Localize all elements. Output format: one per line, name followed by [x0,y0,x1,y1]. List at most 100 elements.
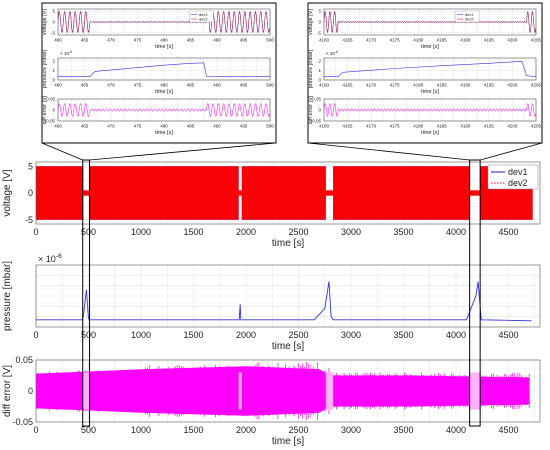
x-tick-label: 475 [134,38,142,43]
x-tick-label: 490 [213,124,221,129]
diff-panel: 0 500 1000 1500 2000 2500 3000 3500 4000 4500 -0.0… [2,355,541,447]
y-tick-label: 0 [52,20,55,25]
x-tick-label: 4195 [484,124,495,129]
y-axis-label: diff error [V] [2,365,13,417]
x-tick-label: 1500 [183,227,203,237]
diff-gap [325,372,334,410]
x-tick-label: 485 [187,124,195,129]
x-tick-label: 470 [107,38,115,43]
x-tick-label: 4160 [319,38,330,43]
diff-gap [83,372,90,410]
inset-diff-panel: 4160 4165 4170 4175 4180 4185 4190 4195 4200 4205… [308,95,542,136]
dev2-block [241,166,326,220]
exponent-label: × 10-6 [60,50,72,56]
y-tick-label: 0.05 [312,97,321,102]
x-tick-label: 480 [160,38,168,43]
x-tick-label: 465 [81,83,89,88]
y-tick-label: 5 [318,9,321,14]
legend-dev1-label: dev1 [508,167,528,177]
plot-border [35,359,541,423]
inset-pressure-panel: 460 465 470 475 480 485 490 495 500 0 1 2 time [s] pr… [42,49,274,95]
x-tick-label: 4500 [498,227,518,237]
y-axis-label: diff error [V] [42,95,48,124]
plot-border [57,57,271,81]
y-axis-label: pressure [mbar] [42,49,48,88]
x-tick-label: 3500 [393,425,413,435]
y-tick-label: 0 [318,108,321,113]
plot-border [323,57,537,81]
plot-border [323,8,537,36]
x-tick-label: 4190 [460,38,471,43]
plot-border [57,8,271,36]
plot-border [57,98,271,122]
x-tick-label: 4195 [484,38,495,43]
x-tick-label: 4165 [343,38,354,43]
y-tick-label: 0 [52,108,55,113]
inset-legend-dev2-label: dev2 [199,17,208,22]
inset-voltage-panel: 4160 4165 4170 4175 4180 4185 4190 4195 4200 4205… [308,9,542,50]
x-tick-label: 4205 [531,83,542,88]
x-tick-label: 500 [266,124,274,129]
y-axis-label: diff error [V] [308,95,314,124]
x-tick-label: 4175 [390,124,401,129]
x-tick-label: 4190 [460,124,471,129]
gap-trace [469,190,481,196]
y-tick-label: 5 [52,9,55,14]
pressure-series [36,281,532,322]
exponent-label: × 10-6 [326,50,338,56]
x-tick-label: 460 [54,83,62,88]
x-tick-label: 3500 [393,330,413,340]
x-axis-label: time [s] [272,341,304,352]
x-tick-label: 4185 [437,83,448,88]
y-tick-label: 0 [52,78,55,83]
x-tick-label: 465 [81,38,89,43]
x-tick-label: 4000 [446,227,466,237]
y-tick-label: -5 [25,215,33,225]
inset-dev2-line [58,11,270,33]
inset-pressure-series [58,62,270,77]
y-tick-label: 0 [28,386,33,396]
x-tick-label: 4180 [413,124,424,129]
inset-voltage-panel: 460 465 470 475 480 485 490 495 500 -5 0 5 time [s] v… [42,9,274,50]
voltage-panel: 0 500 1000 1500 2000 2500 3000 3500 4000 4500-505… [2,161,541,249]
dev2-block [36,166,84,220]
inset-pressure-series [324,60,536,77]
inset-diff-panel: 460 465 470 475 480 485 490 495 500 -0.05 0 0.05 tim… [42,95,274,136]
x-tick-label: 4170 [366,38,377,43]
x-axis-label: time [s] [155,130,173,136]
x-tick-label: 4000 [446,330,466,340]
x-tick-label: 4500 [498,425,518,435]
x-axis-label: time [s] [272,238,304,249]
x-tick-label: 2000 [236,330,256,340]
zoom-rectangle [469,159,481,427]
x-tick-label: 490 [213,38,221,43]
y-tick-label: -0.05 [311,119,322,124]
plot-border [35,264,541,328]
y-tick-label: 5 [28,161,33,171]
x-tick-label: 500 [266,83,274,88]
x-tick-label: 4500 [498,330,518,340]
x-tick-label: 4205 [531,38,542,43]
x-tick-label: 1000 [131,330,151,340]
y-tick-label: 1 [318,68,321,73]
y-tick-label: -5 [51,30,55,35]
x-tick-label: 500 [81,425,96,435]
y-tick-label: 2 [318,58,321,63]
x-tick-label: 4165 [343,83,354,88]
x-tick-label: 1500 [183,330,203,340]
pressure-panel: 0 500 1000 1500 2000 2500 3000 3500 4000 4500 time… [2,253,541,352]
x-tick-label: 485 [187,38,195,43]
x-tick-label: 470 [107,83,115,88]
x-axis-label: time [s] [272,436,304,447]
diff-series [36,361,530,421]
y-axis-label: pressure [mbar] [308,49,314,88]
x-tick-label: 3000 [341,227,361,237]
x-tick-label: 4180 [413,38,424,43]
plot-border [323,98,537,122]
y-tick-label: -0.05 [45,119,56,124]
inset-voltage-series [58,11,270,33]
x-tick-label: 495 [240,38,248,43]
x-tick-label: 4000 [446,425,466,435]
x-tick-label: 2500 [288,227,308,237]
